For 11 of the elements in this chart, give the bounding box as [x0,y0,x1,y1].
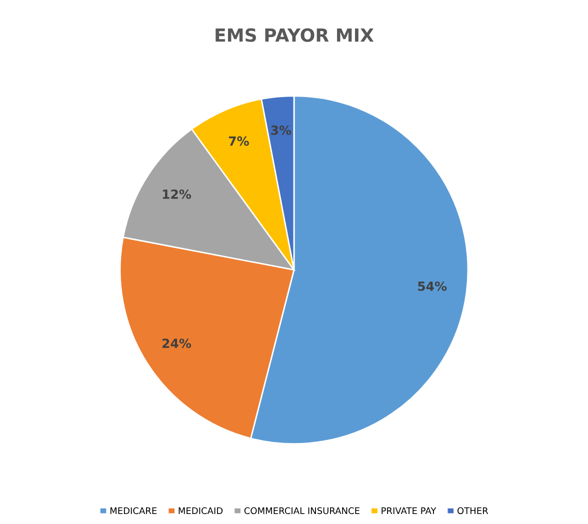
legend-label: MEDICAID [178,507,223,514]
legend-label: MEDICARE [110,507,157,514]
data-label: 7% [228,136,249,146]
chart-title: EMS PAYOR MIX [216,28,374,42]
data-label: 54% [418,281,447,291]
legend-label: PRIVATE PAY [382,507,436,514]
data-label: 3% [271,125,292,135]
legend-label: OTHER [457,507,488,514]
data-label: 24% [162,338,192,348]
data-label: 12% [162,189,192,199]
legend-label: COMMERCIAL INSURANCE [244,507,360,514]
